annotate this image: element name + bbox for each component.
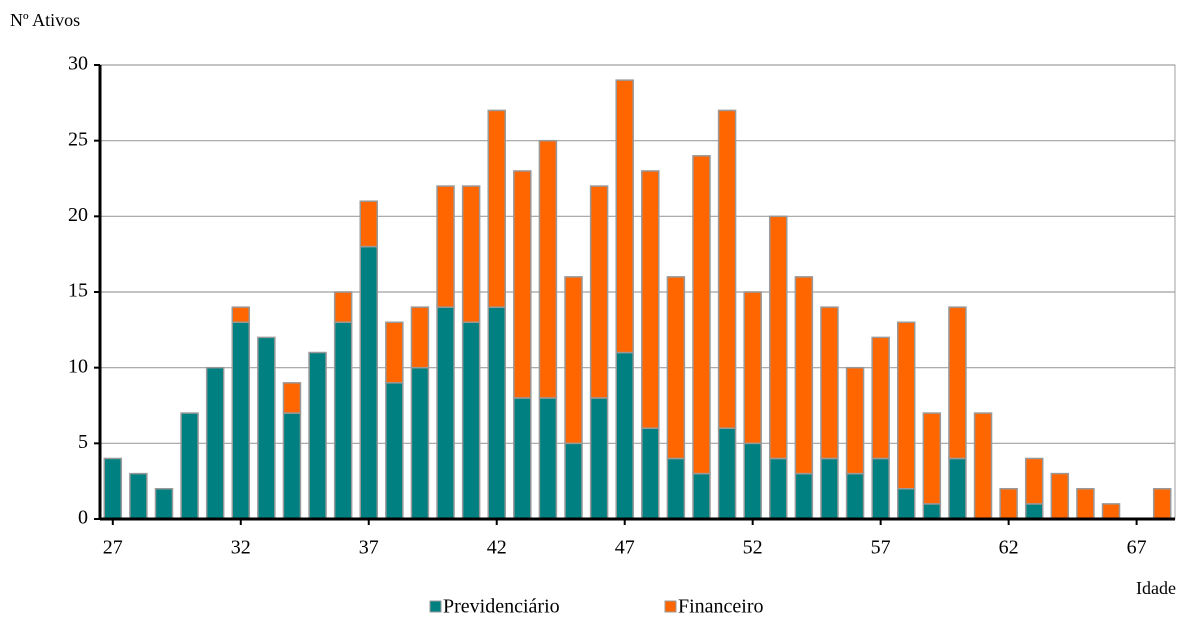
bar-segment <box>513 397 532 520</box>
bar-segment <box>897 487 916 520</box>
bar-segment <box>538 397 558 520</box>
bar-segment <box>205 366 225 520</box>
bar-segment <box>1076 487 1095 520</box>
bar-segment <box>845 366 865 475</box>
x-axis-label: Idade <box>1136 578 1176 598</box>
bar-segment <box>948 457 967 520</box>
bar-segment <box>743 442 762 520</box>
bar-segment <box>769 215 788 460</box>
bar-segment <box>359 245 378 520</box>
bar-segment <box>282 412 302 520</box>
bar-segment <box>231 321 251 520</box>
bar-segment <box>820 306 839 460</box>
bar-segment <box>666 457 686 520</box>
bar-segment <box>103 457 123 520</box>
bar-segment <box>897 321 916 490</box>
bar-segment <box>692 472 711 520</box>
bar-segment <box>231 306 251 324</box>
y-tick-label: 20 <box>68 204 88 226</box>
bar-segment <box>871 457 890 520</box>
x-tick-label: 57 <box>871 537 891 559</box>
bar-segment <box>461 321 481 520</box>
bar-segment <box>615 79 634 354</box>
bar-segment <box>461 185 481 324</box>
bar-segment <box>589 397 609 520</box>
y-tick-label: 30 <box>68 53 88 75</box>
bar-segment <box>1024 503 1044 520</box>
legend-label: Financeiro <box>678 596 764 618</box>
bar-segment <box>538 139 558 399</box>
x-tick-label: 37 <box>359 537 379 559</box>
bar-segment <box>1050 472 1070 520</box>
y-tick-label: 0 <box>78 507 88 529</box>
bar-segment <box>743 291 762 445</box>
bar-segment <box>487 306 506 520</box>
bar-segment <box>769 457 788 520</box>
bar-segment <box>410 366 430 520</box>
bar-segment <box>589 185 609 399</box>
bar-segment <box>871 336 890 460</box>
bar-segment <box>692 155 711 475</box>
x-tick-label: 62 <box>999 537 1019 559</box>
y-tick-label: 15 <box>68 280 88 302</box>
bar-segment <box>564 442 583 520</box>
x-tick-label: 67 <box>1127 537 1147 559</box>
bar-segment <box>333 291 353 324</box>
x-tick-label: 27 <box>103 537 123 559</box>
bar-segment <box>820 457 839 520</box>
bar-segment <box>385 321 404 384</box>
bar-segment <box>180 412 199 520</box>
bar-segment <box>999 487 1018 520</box>
bar-segment <box>717 109 737 429</box>
bar-segment <box>845 472 865 520</box>
y-axis-label: Nº Ativos <box>10 10 80 30</box>
bar-segment <box>308 351 327 520</box>
bar-segment <box>1024 457 1044 505</box>
bar-segment <box>436 185 455 308</box>
bar-segment <box>487 109 506 308</box>
bar-segment <box>257 336 276 520</box>
bar-segment <box>385 382 404 520</box>
bar-segment <box>513 170 532 399</box>
legend-swatch <box>429 600 442 613</box>
bar-segment <box>666 276 686 460</box>
legend-label: Previdenciário <box>443 596 560 618</box>
bar-segment <box>154 487 174 520</box>
y-tick-label: 5 <box>78 431 88 453</box>
bar-segment <box>973 412 993 520</box>
bar-segment <box>717 427 737 520</box>
bar-segment <box>129 472 148 520</box>
bar-segment <box>410 306 430 369</box>
y-tick-label: 10 <box>68 355 88 377</box>
bar-segment <box>794 472 814 520</box>
x-tick-label: 52 <box>743 537 763 559</box>
bar-segment <box>794 276 814 475</box>
bar-segment <box>436 306 455 520</box>
bar-segment <box>564 276 583 445</box>
bar-segment <box>1152 487 1172 520</box>
bar-segment <box>922 503 942 520</box>
legend-swatch <box>664 600 677 613</box>
bar-segment <box>359 200 378 248</box>
bar-segment <box>1101 503 1121 520</box>
x-tick-label: 47 <box>615 537 635 559</box>
bar-segment <box>282 382 302 414</box>
y-tick-label: 25 <box>68 128 88 150</box>
x-tick-label: 32 <box>231 537 251 559</box>
bar-segment <box>641 427 660 520</box>
bar-segment <box>948 306 967 460</box>
x-tick-label: 42 <box>487 537 507 559</box>
bar-segment <box>641 170 660 429</box>
bar-segment <box>922 412 942 505</box>
bar-segment <box>615 351 634 520</box>
bar-segment <box>333 321 353 520</box>
